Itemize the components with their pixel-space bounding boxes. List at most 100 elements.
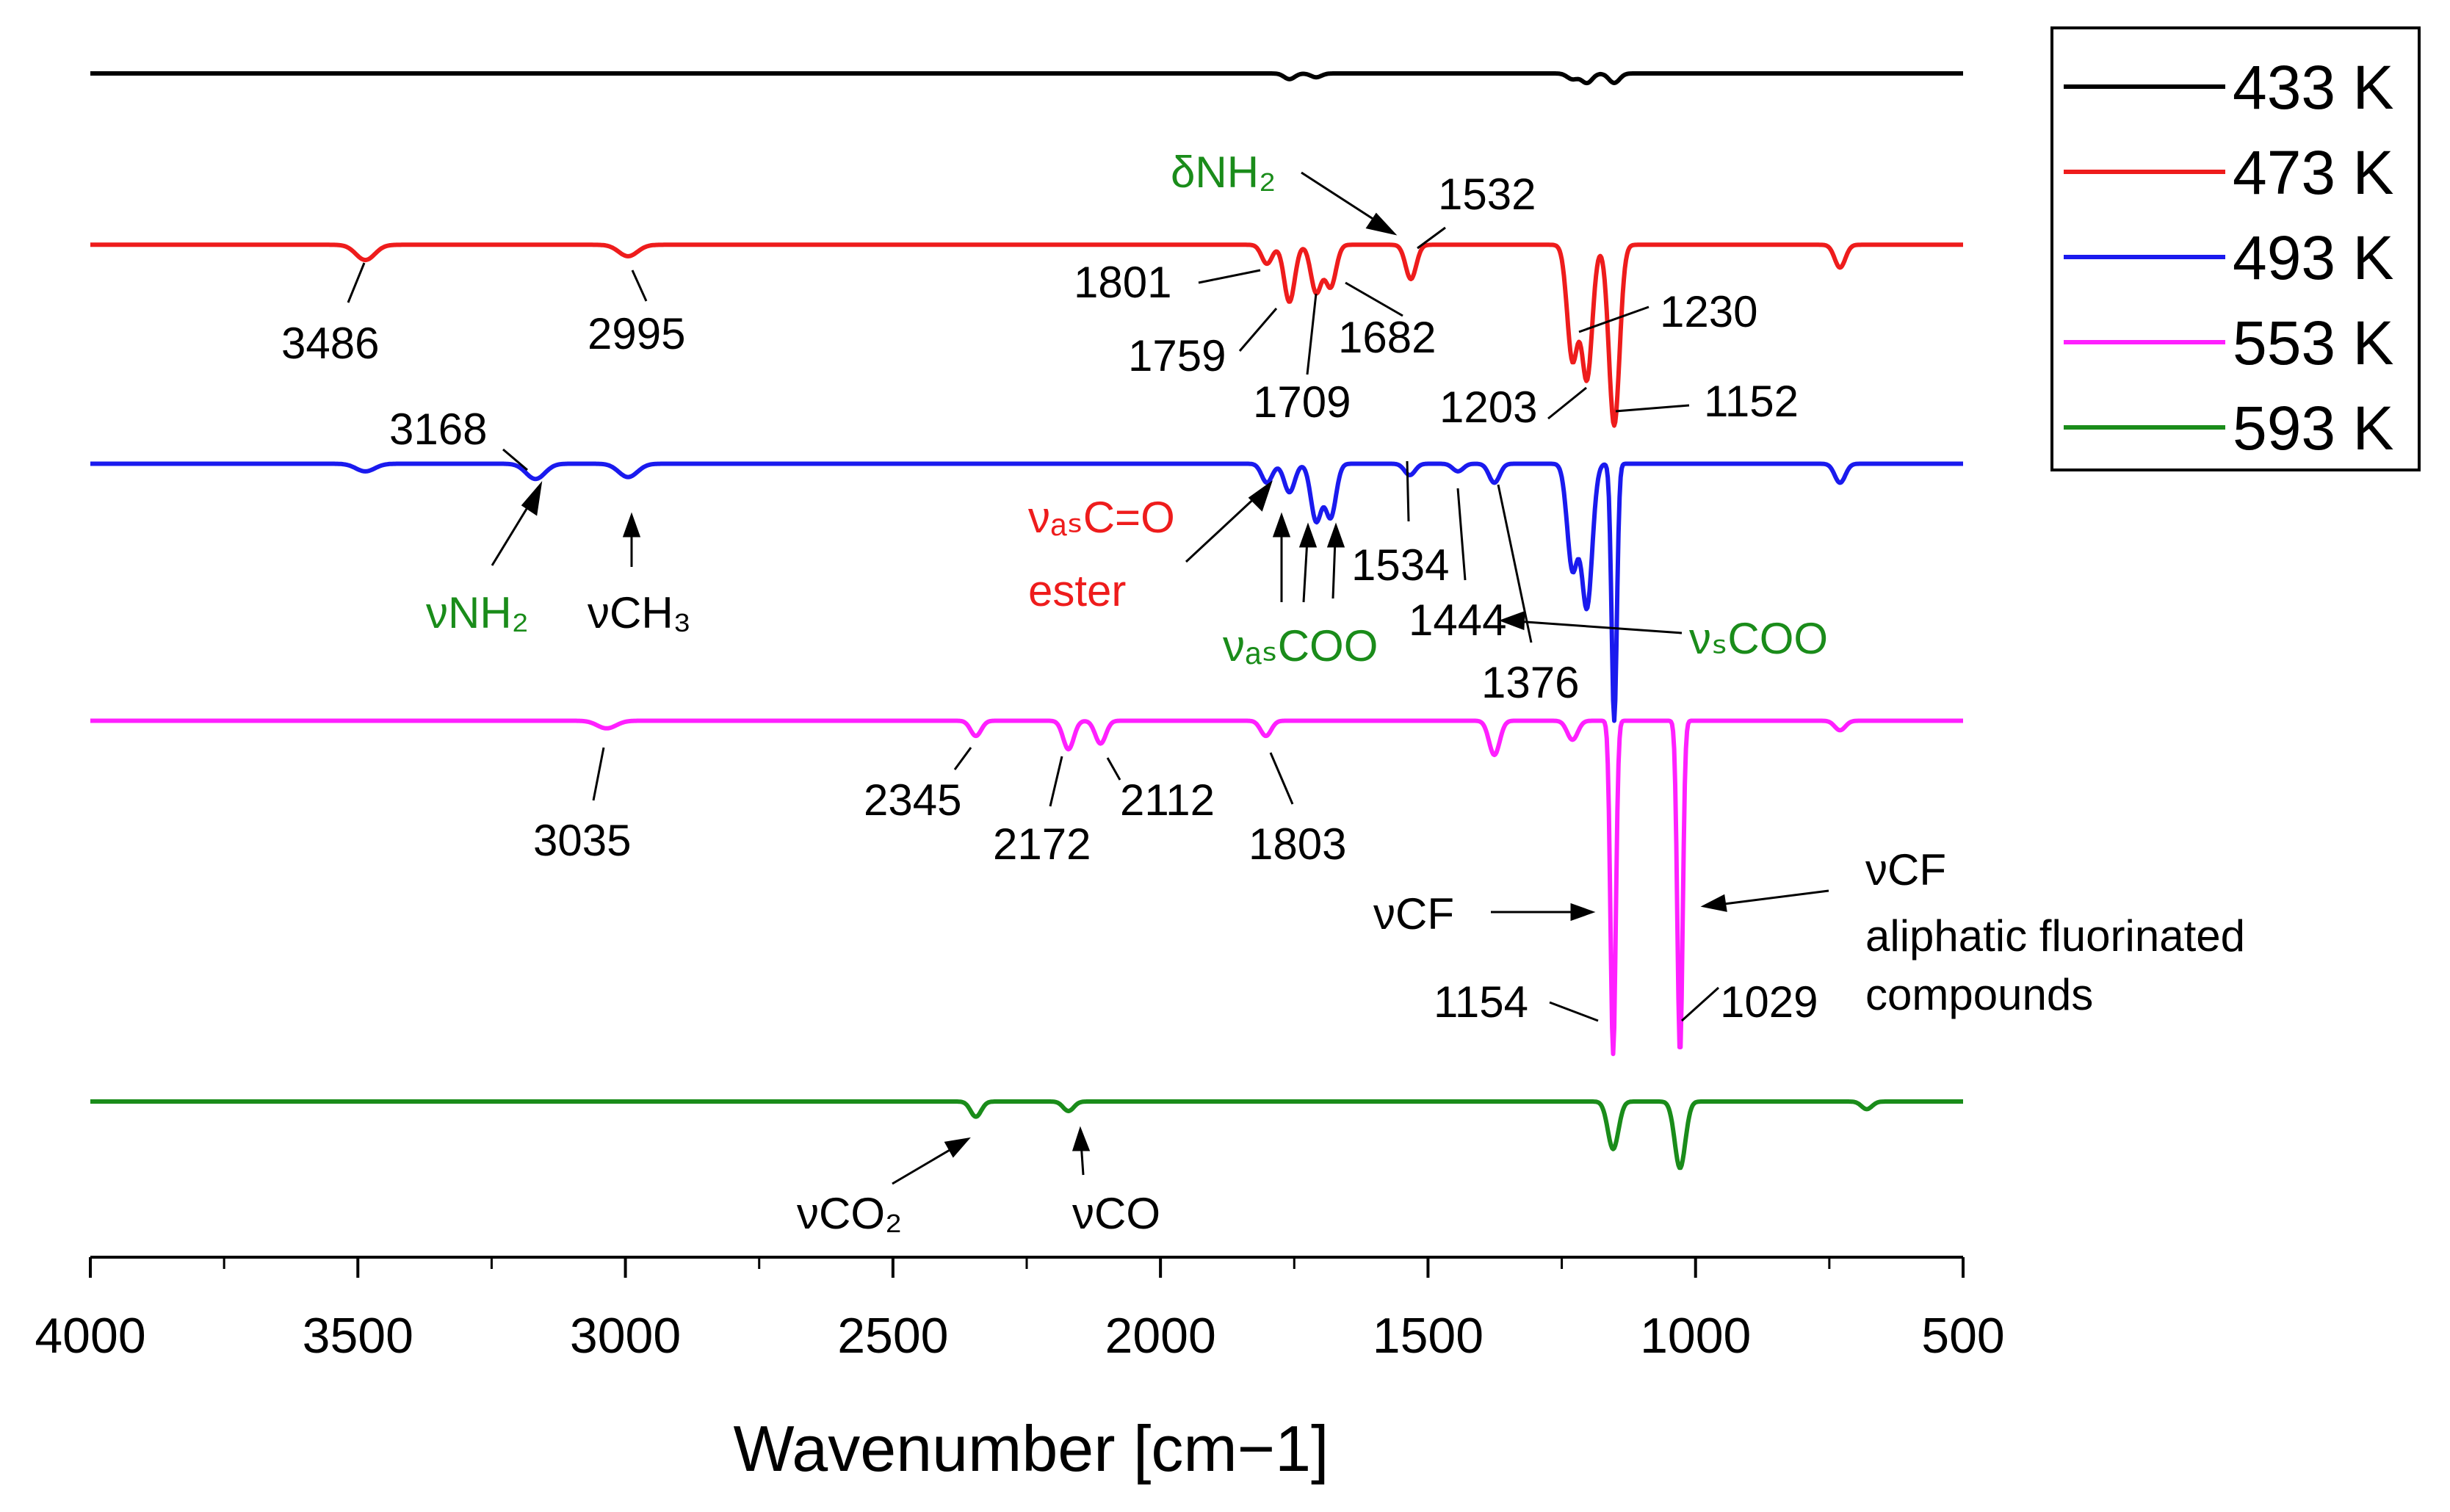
peak-label-1709: 1709 bbox=[1253, 377, 1351, 427]
leader-1203 bbox=[1547, 386, 1587, 420]
legend: 433 K 473 K 493 K 553 K 593 K bbox=[2050, 26, 2421, 471]
arrow-co-head bbox=[1072, 1126, 1091, 1151]
leader-1376 bbox=[1497, 484, 1533, 643]
arrow-coo-as-2-head bbox=[1298, 522, 1318, 548]
label-nh2-stretch: νNH₂ bbox=[426, 588, 529, 637]
leader-2995 bbox=[631, 270, 648, 302]
leader-1759 bbox=[1238, 308, 1278, 352]
label-nh2-bend: δNH₂ bbox=[1171, 148, 1276, 197]
peak-label-2995: 2995 bbox=[588, 309, 685, 358]
label-ch3-stretch: νCH₃ bbox=[588, 588, 691, 637]
series-line-593-K bbox=[89, 1099, 1965, 1171]
label-cf-desc-1: aliphatic fluorinated bbox=[1865, 911, 2245, 961]
x-tick-label-500: 500 bbox=[1921, 1308, 2004, 1364]
leader-1154 bbox=[1549, 1001, 1599, 1022]
peak-label-1230: 1230 bbox=[1660, 287, 1757, 336]
x-tick-label-2000: 2000 bbox=[1105, 1308, 1216, 1364]
legend-items: 433 K 473 K 493 K 553 K 593 K bbox=[2064, 53, 2394, 463]
label-co: νCO bbox=[1072, 1189, 1160, 1238]
series-line-553-K bbox=[89, 718, 1965, 1057]
label-coo-as: νₐₛCOO bbox=[1223, 621, 1378, 670]
x-tick-label-1500: 1500 bbox=[1373, 1308, 1484, 1364]
peak-label-1152: 1152 bbox=[1704, 377, 1799, 426]
legend-label-553-K: 553 K bbox=[2233, 308, 2394, 377]
leader-3035 bbox=[592, 747, 605, 801]
peak-label-2112: 2112 bbox=[1120, 775, 1215, 825]
arrow-coo-as-1-head bbox=[1272, 512, 1291, 538]
arrow-co2-head bbox=[944, 1137, 971, 1158]
leader-1682 bbox=[1345, 281, 1403, 317]
peak-label-1029: 1029 bbox=[1720, 977, 1818, 1027]
arrow-cf-right bbox=[1718, 889, 1829, 906]
leader-1444 bbox=[1456, 488, 1467, 581]
leader-2112 bbox=[1106, 757, 1121, 781]
legend-box bbox=[2050, 26, 2421, 471]
peak-label-1203: 1203 bbox=[1439, 383, 1537, 432]
x-tick-label-3500: 3500 bbox=[303, 1308, 413, 1364]
leader-1230 bbox=[1578, 305, 1649, 333]
leader-1532 bbox=[1417, 226, 1446, 250]
x-axis-title: Wavenumber [cm−1] bbox=[733, 1412, 1329, 1485]
peak-label-3168: 3168 bbox=[389, 405, 487, 454]
peak-label-3486: 3486 bbox=[281, 319, 379, 368]
series-line-493-K bbox=[89, 461, 1965, 723]
x-tick-label-3000: 3000 bbox=[570, 1308, 681, 1364]
peak-label-1759: 1759 bbox=[1128, 331, 1226, 380]
leader-1803 bbox=[1269, 752, 1294, 805]
legend-label-473-K: 473 K bbox=[2233, 138, 2394, 207]
leader-1152 bbox=[1615, 404, 1690, 413]
arrow-cf-left-head bbox=[1570, 903, 1596, 922]
peak-label-1682: 1682 bbox=[1338, 313, 1436, 362]
legend-label-493-K: 493 K bbox=[2233, 223, 2394, 292]
leader-1709 bbox=[1306, 293, 1318, 375]
legend-label-593-K: 593 K bbox=[2233, 394, 2394, 463]
series-line-433-K bbox=[89, 71, 1965, 86]
label-cf-left: νCF bbox=[1373, 889, 1454, 938]
leader-lines bbox=[347, 226, 1720, 1022]
label-cf-right: νCF bbox=[1865, 845, 1946, 894]
peak-label-1534: 1534 bbox=[1351, 540, 1449, 590]
arrow-nh2-stretch-head bbox=[521, 481, 543, 516]
leader-1029 bbox=[1680, 986, 1720, 1022]
peak-label-1801: 1801 bbox=[1074, 258, 1171, 307]
arrow-coo-s-head bbox=[1498, 610, 1525, 631]
x-tick-label-4000: 4000 bbox=[35, 1308, 145, 1364]
arrow-coo-as-3-head bbox=[1326, 522, 1345, 548]
peak-label-2345: 2345 bbox=[864, 775, 961, 825]
peak-label-1803: 1803 bbox=[1249, 820, 1346, 869]
arrow-coo-as-2 bbox=[1302, 539, 1309, 603]
arrow-coo-as-3 bbox=[1331, 539, 1337, 599]
peak-label-3035: 3035 bbox=[533, 816, 631, 865]
leader-3168 bbox=[502, 448, 528, 471]
label-cf-desc-2: compounds bbox=[1865, 970, 2093, 1019]
peak-label-1376: 1376 bbox=[1481, 658, 1579, 707]
peak-label-2172: 2172 bbox=[993, 820, 1091, 869]
label-ester-word: ester bbox=[1028, 566, 1126, 615]
arrow-ch3-head bbox=[622, 512, 641, 538]
peak-label-1532: 1532 bbox=[1438, 170, 1536, 219]
leader-2172 bbox=[1049, 756, 1063, 807]
arrow-cf-right-head bbox=[1700, 894, 1727, 912]
peak-annotations: 3486 2995 1801 1759 1709 1682 1532 1230 … bbox=[281, 148, 2245, 1238]
x-axis: 4000 3500 3000 2500 2000 1500 1000 500 Wavenumb… bbox=[35, 1256, 2005, 1485]
label-ester-co: νₐₛC=O bbox=[1028, 493, 1175, 542]
arrow-co2 bbox=[892, 1146, 955, 1185]
label-co2: νCO₂ bbox=[797, 1189, 902, 1238]
x-tick-label-2500: 2500 bbox=[837, 1308, 948, 1364]
arrow-ester-head bbox=[1248, 480, 1273, 512]
peak-label-1444: 1444 bbox=[1409, 596, 1506, 645]
x-tick-label-1000: 1000 bbox=[1640, 1308, 1751, 1364]
leader-2345 bbox=[953, 747, 972, 770]
series-lines bbox=[89, 71, 1965, 1171]
legend-label-433-K: 433 K bbox=[2233, 53, 2394, 122]
series-line-473-K bbox=[89, 242, 1965, 428]
leader-1534 bbox=[1406, 460, 1410, 522]
peak-label-1154: 1154 bbox=[1434, 977, 1528, 1027]
arrows bbox=[491, 171, 1829, 1185]
label-coo-s: νₛCOO bbox=[1689, 614, 1828, 663]
arrow-nh2-bend-head bbox=[1365, 212, 1398, 236]
arrow-ester bbox=[1185, 492, 1261, 563]
leader-coo-s bbox=[1505, 619, 1683, 634]
x-axis-ticks: 4000 3500 3000 2500 2000 1500 1000 500 bbox=[35, 1257, 2005, 1364]
